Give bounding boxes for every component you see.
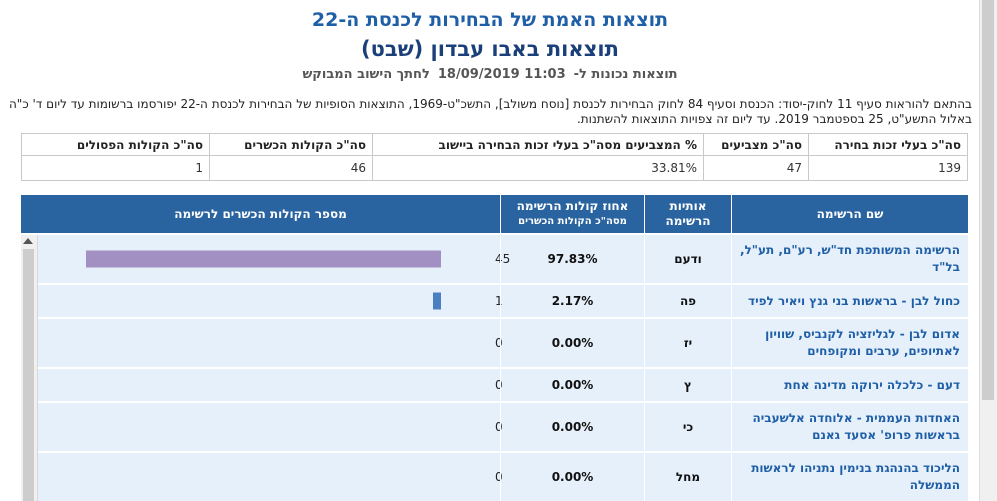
list-name[interactable]: הרשימה המשותפת חד"ש, רע"ם, תע"ל, בל"ד <box>739 243 960 274</box>
rows-scrollbar[interactable] <box>21 235 38 501</box>
results-table-header: שם הרשימה אותיות הרשימה אחוז קולות הרשימ… <box>21 195 968 233</box>
header-list-name: שם הרשימה <box>732 195 968 233</box>
list-letters: פה <box>679 294 697 308</box>
list-pct: 0.00% <box>551 470 594 484</box>
header-pct-label: אחוז קולות הרשימה <box>516 199 629 213</box>
votes-count: 0 <box>495 470 503 484</box>
votes-bar <box>86 250 441 268</box>
list-letters: ץ <box>684 378 692 392</box>
summary-header-valid: סה"כ הקולות הכשרים <box>209 133 373 156</box>
table-row: כחול לבן - בראשות בני גנץ ויאיר לפיד פה … <box>21 285 968 317</box>
list-name[interactable]: דעם - כלכלה ירוקה מדינה אחת <box>784 377 960 392</box>
update-prefix: תוצאות נכונות ל- <box>573 67 678 82</box>
summary-table: סה"כ בעלי זכות בחירה סה"כ מצביעים % המצב… <box>21 133 968 181</box>
list-pct: 0.00% <box>551 336 594 350</box>
page-title: תוצאות האמת של הבחירות לכנסת ה-22 <box>311 9 669 31</box>
votes-cell: 1 <box>38 285 503 317</box>
table-row: הרשימה המשותפת חד"ש, רע"ם, תע"ל, בל"ד וד… <box>21 235 968 283</box>
list-letters: מחל <box>675 470 701 484</box>
header-list-pct: אחוז קולות הרשימה מסה"כ הקולות הכשרים <box>501 195 644 233</box>
votes-count: 45 <box>495 252 511 266</box>
summary-voters: 47 <box>703 155 809 181</box>
scroll-up-arrow-icon[interactable] <box>23 238 33 244</box>
votes-count: 1 <box>495 294 503 308</box>
column-divider <box>500 235 501 501</box>
list-letters: כי <box>682 420 694 434</box>
header-list-letters: אותיות הרשימה <box>645 195 731 233</box>
summary-invalid: 1 <box>21 155 210 181</box>
votes-count: 0 <box>495 336 503 350</box>
table-row: דעם - כלכלה ירוקה מדינה אחת ץ 0.00% 0 <box>21 369 968 401</box>
list-pct: 97.83% <box>547 252 598 266</box>
update-info: תוצאות נכונות ל- 11:03 18/09/2019 לחתך היש… <box>0 67 980 82</box>
votes-bar <box>433 292 441 310</box>
votes-count: 0 <box>495 420 503 434</box>
region-link[interactable]: לחתך הישוב המבוקש <box>302 67 430 82</box>
header-votes: מספר הקולות הכשרים לרשימה <box>21 195 500 233</box>
votes-cell: 0 <box>38 369 503 401</box>
list-name[interactable]: כחול לבן - בראשות בני גנץ ויאיר לפיד <box>748 293 960 308</box>
summary-header-invalid: סה"כ הקולות הפסולים <box>21 133 210 156</box>
votes-cell: 0 <box>38 319 503 367</box>
summary-header-eligible: סה"כ בעלי זכות בחירה <box>808 133 968 156</box>
list-pct: 2.17% <box>551 294 594 308</box>
header-pct-sublabel: מסה"כ הקולות הכשרים <box>518 216 627 227</box>
summary-valid: 46 <box>209 155 373 181</box>
list-letters: יז <box>683 336 693 350</box>
votes-count: 0 <box>495 378 503 392</box>
list-name[interactable]: אדום לבן - לגליזציה לקנביס, שוויון לאתיו… <box>765 327 960 358</box>
column-divider <box>731 235 732 501</box>
votes-cell: 45 <box>38 235 510 283</box>
table-row: הליכוד בהנהגת בנימין נתניהו לראשות הממשל… <box>21 453 968 501</box>
summary-eligible: 139 <box>808 155 968 181</box>
list-pct: 0.00% <box>551 420 594 434</box>
list-letters: ודעם <box>674 252 702 266</box>
summary-header-turnout: % המצביעים מסה"כ בעלי זכות הבחירה ביישוב <box>372 133 704 156</box>
table-row: אדום לבן - לגליזציה לקנביס, שוויון לאתיו… <box>21 319 968 367</box>
legal-notice: בהתאם להוראות סעיף 11 לחוק-יסוד: הכנסת ו… <box>8 97 972 126</box>
list-name[interactable]: הליכוד בהנהגת בנימין נתניהו לראשות הממשל… <box>751 461 960 492</box>
list-name[interactable]: האחדות העממית - אלוחדה אלשעביה בראשות פר… <box>752 411 960 442</box>
votes-cell: 0 <box>38 403 503 451</box>
scrollbar-thumb[interactable] <box>23 249 34 501</box>
list-pct: 0.00% <box>551 378 594 392</box>
summary-turnout: 33.81% <box>372 155 704 181</box>
page-scrollbar[interactable] <box>979 0 997 501</box>
votes-cell: 0 <box>38 453 503 501</box>
page-subtitle: תוצאות באבו עבדון (שבט) <box>361 37 619 61</box>
page-scrollbar-thumb[interactable] <box>982 0 994 400</box>
results-rows: הרשימה המשותפת חד"ש, רע"ם, תע"ל, בל"ד וד… <box>21 235 968 501</box>
summary-header-voters: סה"כ מצביעים <box>703 133 809 156</box>
update-datetime: 11:03 18/09/2019 <box>437 67 566 82</box>
column-divider <box>644 235 645 501</box>
table-row: האחדות העממית - אלוחדה אלשעביה בראשות פר… <box>21 403 968 451</box>
